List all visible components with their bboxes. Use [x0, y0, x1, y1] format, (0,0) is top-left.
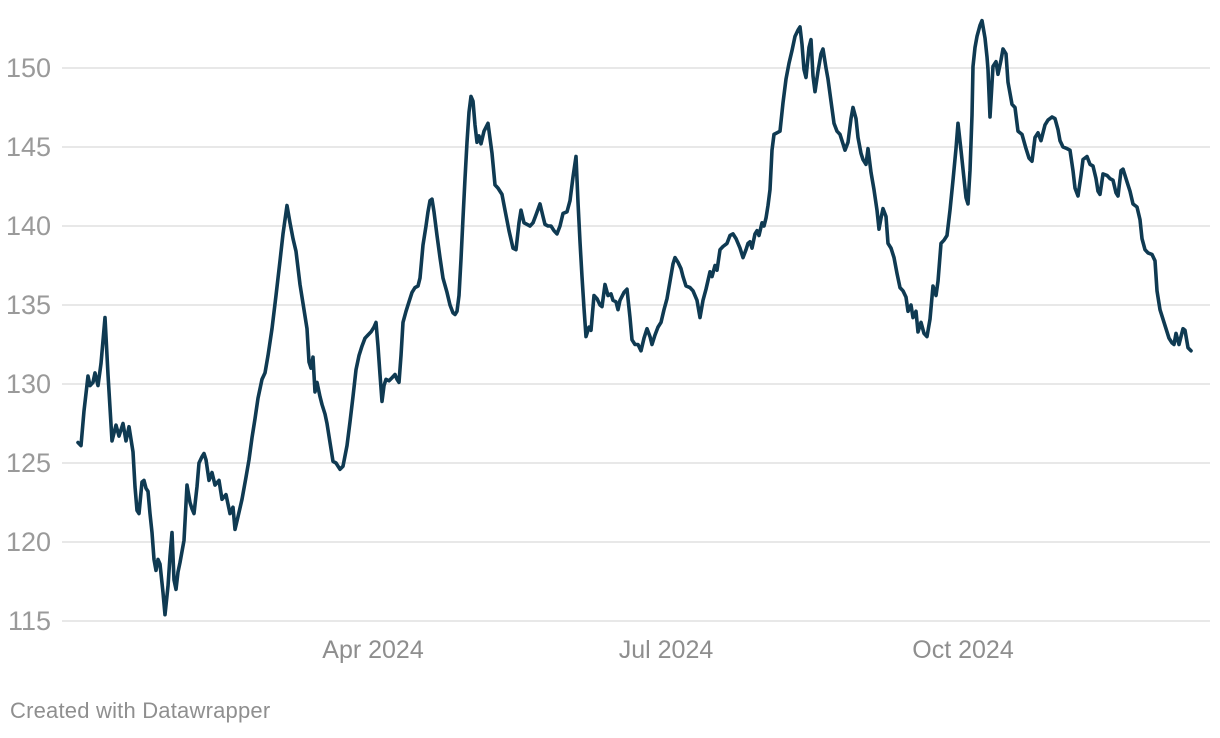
x-axis-labels: Apr 2024 Jul 2024 Oct 2024 [322, 636, 1014, 664]
x-tick-label-jul-2024: Jul 2024 [619, 636, 714, 664]
x-tick-label-oct-2024: Oct 2024 [912, 636, 1014, 664]
y-tick-label-120: 120 [6, 527, 51, 557]
y-tick-label-125: 125 [6, 448, 51, 478]
x-tick-label-apr-2024: Apr 2024 [322, 636, 424, 664]
datawrapper-credit: Created with Datawrapper [10, 698, 271, 723]
price-line-series [76, 18, 1193, 617]
y-tick-label-145: 145 [6, 132, 51, 162]
y-tick-label-130: 130 [6, 369, 51, 399]
y-tick-label-115: 115 [8, 606, 51, 636]
y-axis-labels: 115 120 125 130 135 140 145 150 [6, 53, 51, 636]
gridlines [62, 67, 1210, 622]
y-tick-label-135: 135 [6, 290, 51, 320]
y-tick-label-150: 150 [6, 53, 51, 83]
y-tick-label-140: 140 [6, 211, 51, 241]
